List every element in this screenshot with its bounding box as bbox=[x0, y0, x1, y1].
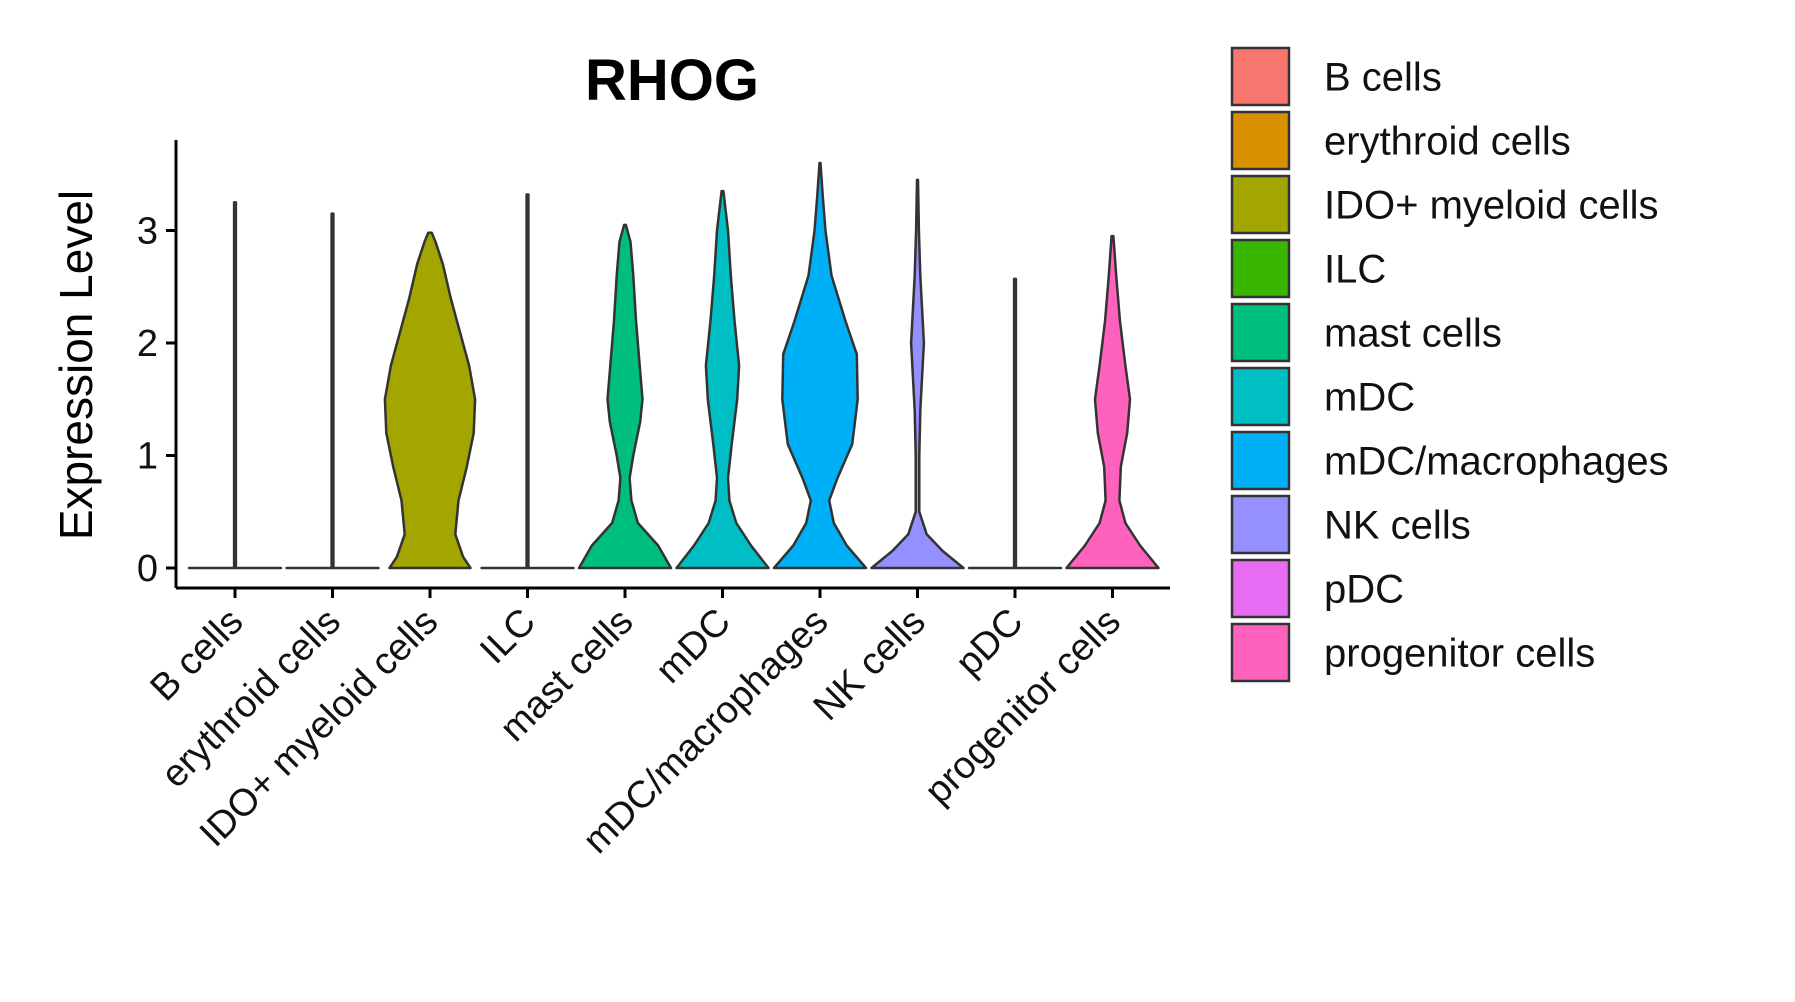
violin-ilc bbox=[480, 193, 575, 570]
violin-ido-myeloid-cells bbox=[383, 231, 477, 570]
legend-label-mdc-macrophages: mDC/macrophages bbox=[1324, 440, 1669, 484]
legend-label-ido-myeloid-cells: IDO+ myeloid cells bbox=[1324, 184, 1659, 228]
plot-area bbox=[187, 161, 1160, 570]
y-tick-label: 1 bbox=[137, 436, 158, 478]
legend-label-mast-cells: mast cells bbox=[1324, 312, 1502, 356]
legend-swatch-b-cells bbox=[1230, 46, 1291, 107]
y-tick-label: 3 bbox=[137, 211, 158, 253]
violin-b-cells bbox=[187, 201, 283, 570]
violin-mast-cells bbox=[577, 223, 673, 570]
y-tick-label: 2 bbox=[137, 323, 158, 365]
legend-swatch-erythroid-cells bbox=[1230, 110, 1291, 171]
violin-mdc-macrophages bbox=[772, 161, 868, 570]
violin-erythroid-cells bbox=[285, 212, 380, 570]
legend-label-b-cells: B cells bbox=[1324, 56, 1442, 100]
y-tick-label: 0 bbox=[137, 548, 158, 590]
legend-swatch-pdc bbox=[1230, 558, 1291, 619]
legend-label-pdc: pDC bbox=[1324, 568, 1404, 612]
legend: B cells erythroid cells IDO+ myeloid cells… bbox=[1230, 46, 1669, 683]
legend-swatch-ido-myeloid-cells bbox=[1230, 174, 1291, 235]
x-tick-label-mdc: mDC bbox=[648, 601, 739, 692]
legend-label-progenitor-cells: progenitor cells bbox=[1324, 632, 1595, 676]
legend-swatch-mast-cells bbox=[1230, 302, 1291, 363]
legend-swatch-mdc-macrophages bbox=[1230, 430, 1291, 491]
legend-label-ilc: ILC bbox=[1324, 248, 1386, 292]
legend-swatch-nk-cells bbox=[1230, 494, 1291, 555]
x-tick-label-ilc: ILC bbox=[472, 601, 544, 673]
legend-label-nk-cells: NK cells bbox=[1324, 504, 1471, 548]
y-axis-label: Expression Level bbox=[50, 190, 102, 540]
legend-label-mdc: mDC bbox=[1324, 376, 1415, 420]
violin-mdc bbox=[675, 189, 770, 570]
legend-swatch-mdc bbox=[1230, 366, 1291, 427]
legend-swatch-progenitor-cells bbox=[1230, 622, 1291, 683]
violin-nk-cells bbox=[870, 178, 965, 570]
chart-title: RHOG bbox=[585, 48, 759, 113]
legend-label-erythroid-cells: erythroid cells bbox=[1324, 120, 1571, 164]
legend-swatch-ilc bbox=[1230, 238, 1291, 299]
x-tick-label-pdc: pDC bbox=[948, 601, 1031, 684]
violin-progenitor-cells bbox=[1065, 234, 1160, 570]
violin-pdc bbox=[967, 277, 1063, 570]
